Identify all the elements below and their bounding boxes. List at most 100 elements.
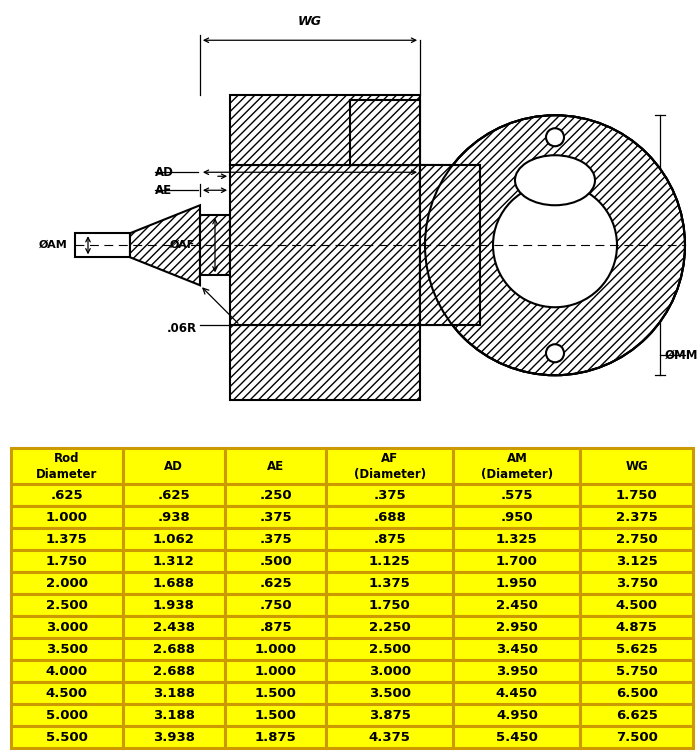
Ellipse shape — [515, 155, 595, 206]
Text: 2.450: 2.450 — [496, 599, 538, 611]
Bar — [123, 594, 225, 616]
Text: 6.500: 6.500 — [616, 687, 658, 700]
Bar — [420, 165, 480, 325]
Bar — [225, 616, 326, 639]
Bar — [326, 506, 454, 529]
Bar — [225, 682, 326, 704]
Circle shape — [425, 115, 685, 375]
Text: .625: .625 — [259, 577, 292, 590]
Bar — [10, 572, 123, 594]
Text: .375: .375 — [374, 489, 406, 501]
Text: 5.750: 5.750 — [616, 665, 657, 678]
Text: 1.325: 1.325 — [496, 533, 538, 546]
Text: .625: .625 — [158, 489, 190, 501]
Text: .250: .250 — [259, 489, 292, 501]
Bar — [10, 660, 123, 682]
Bar — [580, 529, 693, 550]
Text: 7.500: 7.500 — [616, 731, 658, 744]
Bar — [230, 325, 420, 401]
Text: 1.750: 1.750 — [616, 489, 657, 501]
Text: ØAM: ØAM — [39, 240, 68, 250]
Bar — [580, 484, 693, 506]
Text: 2.500: 2.500 — [46, 599, 88, 611]
Text: .575: .575 — [500, 489, 533, 501]
Bar — [454, 682, 580, 704]
Text: 1.938: 1.938 — [153, 599, 195, 611]
Text: 3.500: 3.500 — [369, 687, 411, 700]
Bar — [326, 594, 454, 616]
Text: AE: AE — [267, 460, 284, 473]
Text: 4.950: 4.950 — [496, 709, 538, 722]
Bar — [230, 95, 420, 165]
Bar — [580, 594, 693, 616]
Text: 3.188: 3.188 — [153, 687, 195, 700]
Bar — [123, 448, 225, 484]
Text: 5.000: 5.000 — [46, 709, 88, 722]
Bar — [230, 325, 420, 401]
Bar — [225, 594, 326, 616]
Text: AE: AE — [155, 184, 172, 197]
Bar — [326, 616, 454, 639]
Text: 4.500: 4.500 — [46, 687, 88, 700]
Text: 5.500: 5.500 — [46, 731, 88, 744]
Text: 3.750: 3.750 — [616, 577, 658, 590]
Text: .375: .375 — [259, 511, 292, 524]
Bar — [225, 572, 326, 594]
Text: 2.950: 2.950 — [496, 620, 538, 634]
Bar — [580, 639, 693, 660]
Text: 1.950: 1.950 — [496, 577, 538, 590]
Bar — [454, 506, 580, 529]
Text: 4.000: 4.000 — [46, 665, 88, 678]
Text: 2.688: 2.688 — [153, 643, 195, 656]
Bar — [10, 727, 123, 748]
Text: 3.500: 3.500 — [46, 643, 88, 656]
Bar — [10, 550, 123, 572]
Bar — [123, 529, 225, 550]
Text: .750: .750 — [259, 599, 292, 611]
Bar — [10, 594, 123, 616]
Bar — [326, 660, 454, 682]
Text: Rod
Diameter: Rod Diameter — [36, 452, 97, 480]
Bar — [230, 165, 420, 325]
Text: 2.438: 2.438 — [153, 620, 195, 634]
Text: 2.688: 2.688 — [153, 665, 195, 678]
Text: .950: .950 — [500, 511, 533, 524]
Bar — [225, 484, 326, 506]
Bar — [123, 682, 225, 704]
Bar — [326, 727, 454, 748]
Bar — [123, 572, 225, 594]
Bar — [10, 448, 123, 484]
Text: 5.450: 5.450 — [496, 731, 538, 744]
Text: 3.188: 3.188 — [153, 709, 195, 722]
Text: 4.450: 4.450 — [496, 687, 538, 700]
Circle shape — [546, 128, 564, 146]
Bar — [123, 727, 225, 748]
Text: .500: .500 — [259, 555, 292, 568]
Text: 1.500: 1.500 — [255, 687, 297, 700]
Bar — [10, 639, 123, 660]
Bar — [454, 448, 580, 484]
Text: .875: .875 — [374, 533, 406, 546]
Bar — [123, 616, 225, 639]
Text: 2.375: 2.375 — [616, 511, 657, 524]
Bar — [580, 704, 693, 727]
Bar — [326, 448, 454, 484]
Text: .625: .625 — [50, 489, 83, 501]
Bar — [454, 484, 580, 506]
Circle shape — [546, 344, 564, 362]
Text: 1.688: 1.688 — [153, 577, 195, 590]
Text: 1.000: 1.000 — [255, 665, 297, 678]
Bar — [200, 215, 230, 276]
Bar — [10, 484, 123, 506]
Bar — [454, 529, 580, 550]
Bar — [580, 682, 693, 704]
Text: 1.750: 1.750 — [46, 555, 88, 568]
Text: 3.938: 3.938 — [153, 731, 195, 744]
Bar — [326, 484, 454, 506]
Bar — [10, 616, 123, 639]
Text: AM
(Diameter): AM (Diameter) — [481, 452, 553, 480]
Bar — [123, 484, 225, 506]
Bar — [225, 727, 326, 748]
Text: 1.750: 1.750 — [369, 599, 411, 611]
Text: 1.375: 1.375 — [46, 533, 88, 546]
